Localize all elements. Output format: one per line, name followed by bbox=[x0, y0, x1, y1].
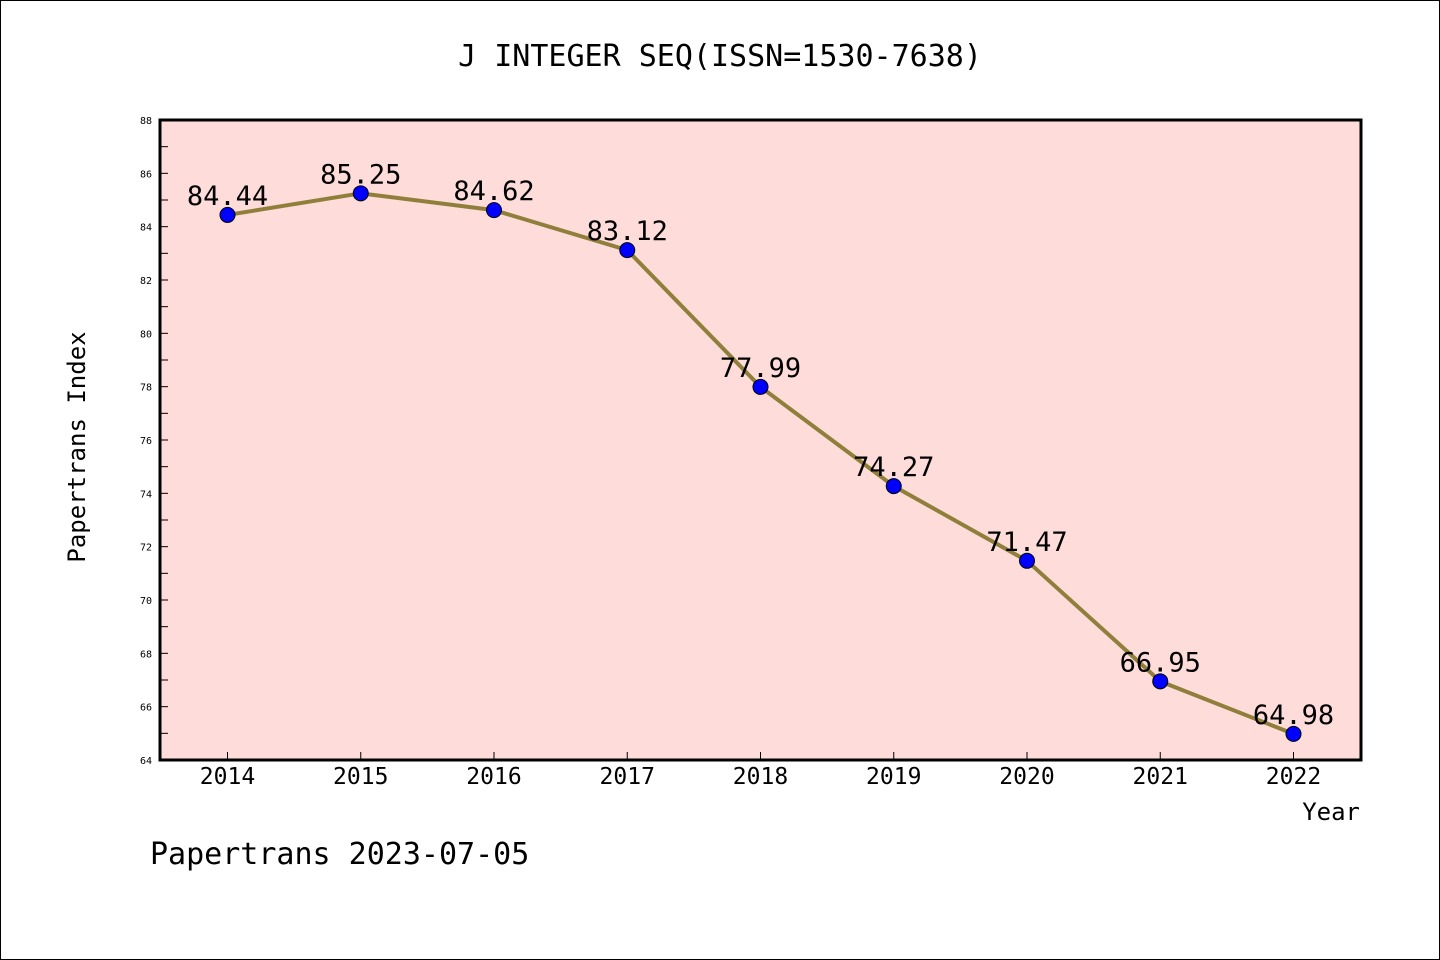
data-label: 85.25 bbox=[320, 159, 401, 190]
x-tick-label: 2015 bbox=[333, 764, 388, 790]
chart-title: J INTEGER SEQ(ISSN=1530-7638) bbox=[458, 39, 982, 74]
y-tick-label: 80 bbox=[140, 329, 152, 340]
data-point bbox=[219, 206, 236, 223]
data-point bbox=[1285, 725, 1302, 742]
data-label: 64.98 bbox=[1253, 700, 1334, 731]
data-points bbox=[219, 185, 1302, 742]
data-label: 84.62 bbox=[453, 176, 534, 207]
data-labels: 84.44 85.25 84.62 83.12 77.99 74.27 71.47 66.95… bbox=[187, 159, 1334, 731]
data-point bbox=[1019, 552, 1035, 569]
x-tick-label: 2022 bbox=[1266, 764, 1321, 790]
y-tick-label: 76 bbox=[140, 436, 152, 447]
y-tick-label: 84 bbox=[140, 223, 152, 234]
x-axis-label: Year bbox=[1302, 798, 1360, 826]
data-point bbox=[885, 478, 902, 495]
data-label: 66.95 bbox=[1120, 647, 1201, 678]
y-tick-label: 66 bbox=[140, 703, 152, 714]
y-axis-label: Papertrans Index bbox=[63, 331, 91, 562]
y-tick-label: 88 bbox=[140, 116, 152, 127]
data-label: 74.27 bbox=[853, 452, 934, 483]
data-label: 77.99 bbox=[720, 353, 801, 384]
x-tick-label: 2020 bbox=[999, 764, 1054, 790]
y-tick-label: 86 bbox=[140, 169, 152, 180]
plot-border bbox=[158, 118, 1363, 762]
y-tick-label: 78 bbox=[140, 383, 152, 394]
x-tick-label: 2014 bbox=[200, 764, 255, 790]
y-tick-label: 68 bbox=[140, 649, 152, 660]
y-tick-label: 64 bbox=[140, 756, 152, 767]
plot-area bbox=[160, 120, 1361, 760]
y-tick-label: 70 bbox=[140, 596, 152, 607]
footer-text: Papertrans 2023-07-05 bbox=[150, 837, 529, 872]
x-tick-label: 2019 bbox=[866, 764, 921, 790]
data-point bbox=[752, 378, 769, 395]
data-point bbox=[1152, 673, 1169, 690]
x-tick-label: 2018 bbox=[733, 764, 788, 790]
data-label: 84.44 bbox=[187, 181, 268, 212]
y-tick-label: 82 bbox=[140, 276, 152, 287]
data-label: 71.47 bbox=[986, 527, 1067, 558]
data-label: 83.12 bbox=[587, 216, 668, 247]
y-tick-label: 74 bbox=[140, 489, 152, 500]
x-tick-label: 2021 bbox=[1133, 764, 1188, 790]
x-axis-ticks: 2014 2015 2016 2017 2018 2019 2020 2021 2022 bbox=[200, 752, 1321, 790]
data-point bbox=[486, 202, 502, 219]
y-tick-label: 72 bbox=[140, 543, 152, 554]
x-tick-label: 2017 bbox=[600, 764, 655, 790]
data-point bbox=[619, 242, 636, 259]
x-tick-label: 2016 bbox=[466, 764, 521, 790]
data-point bbox=[352, 185, 369, 202]
